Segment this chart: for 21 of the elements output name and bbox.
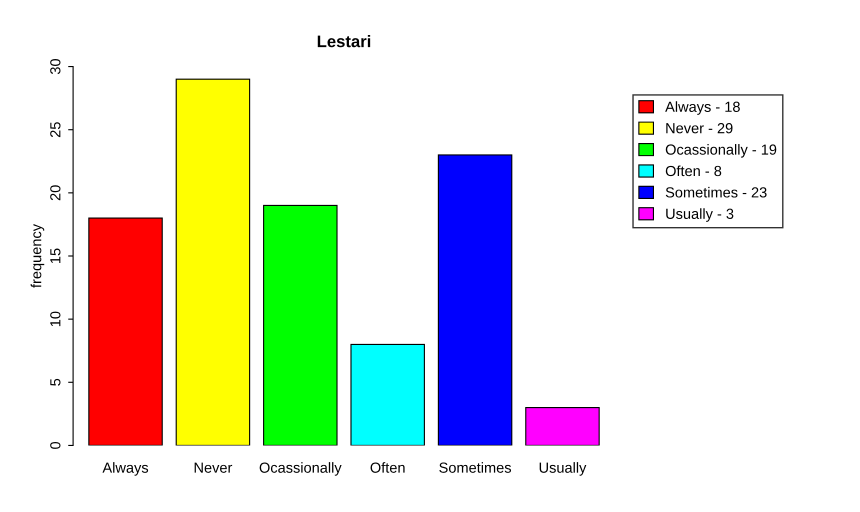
- legend-label: Always - 18: [665, 101, 740, 115]
- chart-title: Lestari: [318, 35, 370, 48]
- legend-label: Often - 8: [666, 165, 722, 176]
- x-tick-label: Ocassionally: [260, 462, 342, 476]
- x-tick-label: Always: [102, 462, 148, 476]
- x-tick-label: Never: [194, 462, 232, 473]
- legend-label: Ocassionally - 19: [666, 144, 776, 158]
- y-axis-title: frequency: [30, 224, 44, 288]
- y-tick-label: 0: [50, 442, 60, 449]
- legend-label: Sometimes - 23: [666, 186, 767, 198]
- y-tick-label: 20: [50, 185, 60, 200]
- y-tick-label: 10: [50, 312, 60, 326]
- x-tick-label: Often: [370, 462, 405, 473]
- legend-label: Usually - 3: [666, 208, 734, 222]
- x-tick-label: Usually: [540, 462, 586, 476]
- y-tick-label: 25: [50, 122, 60, 138]
- y-tick-label: 5: [50, 378, 60, 386]
- legend-label: Never - 29: [666, 123, 732, 134]
- y-tick-label: 15: [50, 248, 60, 263]
- y-tick-label: 30: [50, 59, 60, 74]
- x-tick-label: Sometimes: [439, 462, 512, 473]
